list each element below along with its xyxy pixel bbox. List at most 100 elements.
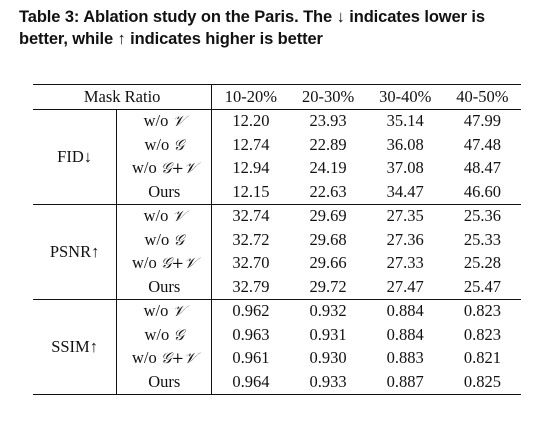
value-cell: 29.69 <box>289 203 367 228</box>
table-row: FID↓ w/o 𝒱 12.20 23.93 35.14 47.99 <box>33 108 521 204</box>
variant-symbol: 𝒢+𝒱 <box>160 254 197 273</box>
variant-label: w/o 𝒢+𝒱 <box>116 156 213 180</box>
table-row: w/o 𝒢+𝒱 0.961 0.930 0.883 0.821 <box>33 346 521 370</box>
value-cell: 23.93 <box>289 108 367 133</box>
value-cell-best: 0.825 <box>443 370 521 395</box>
value-cell: 24.19 <box>309 158 347 178</box>
variant-label: Ours <box>116 180 213 204</box>
metric-label: FID↓ <box>33 108 118 204</box>
table-row: Ours 32.79 29.72 27.47 25.47 <box>33 275 521 299</box>
value-cell: 0.884 <box>386 324 424 344</box>
table-row: w/o 𝒢 0.963 0.931 0.884 0.823 <box>33 323 521 347</box>
metric-label: SSIM↑ <box>33 298 118 395</box>
variant-prefix: w/o <box>144 324 170 344</box>
value-cell-best: 0.887 <box>366 370 444 395</box>
value-cell: 0.883 <box>386 348 424 368</box>
variant-label: w/o 𝒱 <box>116 298 213 323</box>
value-cell-best: 0.964 <box>211 370 290 395</box>
value-cell-best: 0.933 <box>289 370 367 395</box>
value-cell: 22.89 <box>309 134 347 154</box>
value-cell: 27.36 <box>386 229 424 249</box>
value-cell: 48.47 <box>463 158 501 178</box>
value-cell-best: 22.63 <box>309 181 347 201</box>
variant-symbol: 𝒢 <box>173 230 185 249</box>
value-cell: 12.20 <box>211 108 290 133</box>
value-cell: 0.962 <box>211 298 290 323</box>
metric-label: PSNR↑ <box>33 203 118 299</box>
value-cell: 47.48 <box>463 134 501 154</box>
table-row: w/o 𝒢+𝒱 12.94 24.19 37.08 48.47 <box>33 156 521 180</box>
value-cell: 36.08 <box>386 134 424 154</box>
value-cell-best: 46.60 <box>463 181 501 201</box>
table-row: PSNR↑ w/o 𝒱 32.74 29.69 27.35 25.36 <box>33 203 521 299</box>
value-cell: 12.94 <box>232 158 270 178</box>
value-cell: 0.823 <box>443 298 521 323</box>
value-cell-best: 12.15 <box>232 181 270 201</box>
variant-prefix: w/o <box>143 301 169 321</box>
table-row: Ours 12.15 22.63 34.47 46.60 <box>33 180 521 204</box>
ratio-header: 20-30% <box>289 84 367 109</box>
value-cell: 32.70 <box>232 253 270 273</box>
value-cell: 25.33 <box>463 229 501 249</box>
value-cell: 0.884 <box>366 298 444 323</box>
variant-label: w/o 𝒢 <box>116 133 213 157</box>
ratio-header: 10-20% <box>211 84 290 109</box>
variant-label: Ours <box>116 370 213 395</box>
variant-symbol: 𝒱 <box>172 112 185 131</box>
variant-symbol: 𝒢 <box>173 325 185 344</box>
variant-prefix: w/o <box>144 229 170 249</box>
value-cell: 0.961 <box>232 348 270 368</box>
variant-prefix: w/o <box>143 206 169 226</box>
value-cell: 29.66 <box>309 253 347 273</box>
value-cell: 32.74 <box>211 203 290 228</box>
value-cell-best: 25.47 <box>463 276 501 296</box>
value-cell: 0.823 <box>463 324 501 344</box>
mask-ratio-header: Mask Ratio <box>33 84 213 109</box>
variant-prefix: w/o <box>143 111 169 131</box>
table-row: w/o 𝒢 12.74 22.89 36.08 47.48 <box>33 133 521 157</box>
variant-prefix: w/o <box>144 134 170 154</box>
table-row: SSIM↑ w/o 𝒱 0.962 0.932 0.884 0.823 <box>33 298 521 395</box>
variant-label: w/o 𝒢+𝒱 <box>116 251 213 275</box>
variant-label: w/o 𝒱 <box>116 203 213 228</box>
caption-line-2: better, while ↑ indicates higher is bett… <box>19 30 323 48</box>
value-cell: 32.72 <box>232 229 270 249</box>
caption-line-1: Table 3: Ablation study on the Paris. Th… <box>19 8 485 26</box>
value-cell: 29.68 <box>309 229 347 249</box>
value-cell-best: 32.79 <box>232 276 270 296</box>
table-row: w/o 𝒢+𝒱 32.70 29.66 27.33 25.28 <box>33 251 521 275</box>
variant-prefix: w/o <box>131 253 157 273</box>
value-cell: 27.33 <box>386 253 424 273</box>
table-row: w/o 𝒢 32.72 29.68 27.36 25.33 <box>33 228 521 252</box>
value-cell: 0.930 <box>309 348 347 368</box>
value-cell: 0.963 <box>232 324 270 344</box>
variant-symbol: 𝒱 <box>172 302 185 321</box>
variant-symbol: 𝒢+𝒱 <box>160 349 197 368</box>
value-cell: 0.931 <box>309 324 347 344</box>
value-cell-best: 34.47 <box>386 181 424 201</box>
variant-symbol: 𝒢+𝒱 <box>160 159 197 178</box>
value-cell-best: 27.47 <box>386 276 424 296</box>
table-caption: Table 3: Ablation study on the Paris. Th… <box>19 6 531 50</box>
header-row: Mask Ratio 10-20% 20-30% 30-40% 40-50% <box>33 84 521 109</box>
value-cell: 0.821 <box>463 348 501 368</box>
variant-label: w/o 𝒢 <box>116 228 213 252</box>
value-cell: 25.28 <box>463 253 501 273</box>
value-cell: 37.08 <box>386 158 424 178</box>
value-cell: 47.99 <box>443 108 521 133</box>
value-cell-best: 29.72 <box>309 276 347 296</box>
variant-label: w/o 𝒢+𝒱 <box>116 346 213 370</box>
variant-label: w/o 𝒢 <box>116 323 213 347</box>
value-cell: 0.932 <box>289 298 367 323</box>
variant-symbol: 𝒱 <box>172 207 185 226</box>
variant-prefix: w/o <box>131 348 157 368</box>
value-cell: 25.36 <box>443 203 521 228</box>
ablation-table: Mask Ratio 10-20% 20-30% 30-40% 40-50% F… <box>33 84 521 395</box>
table-row: Ours 0.964 0.933 0.887 0.825 <box>33 370 521 395</box>
value-cell: 35.14 <box>366 108 444 133</box>
value-cell: 27.35 <box>366 203 444 228</box>
ratio-header: 40-50% <box>443 84 521 109</box>
variant-label: w/o 𝒱 <box>116 108 213 133</box>
variant-symbol: 𝒢 <box>173 135 185 154</box>
value-cell: 12.74 <box>232 134 270 154</box>
